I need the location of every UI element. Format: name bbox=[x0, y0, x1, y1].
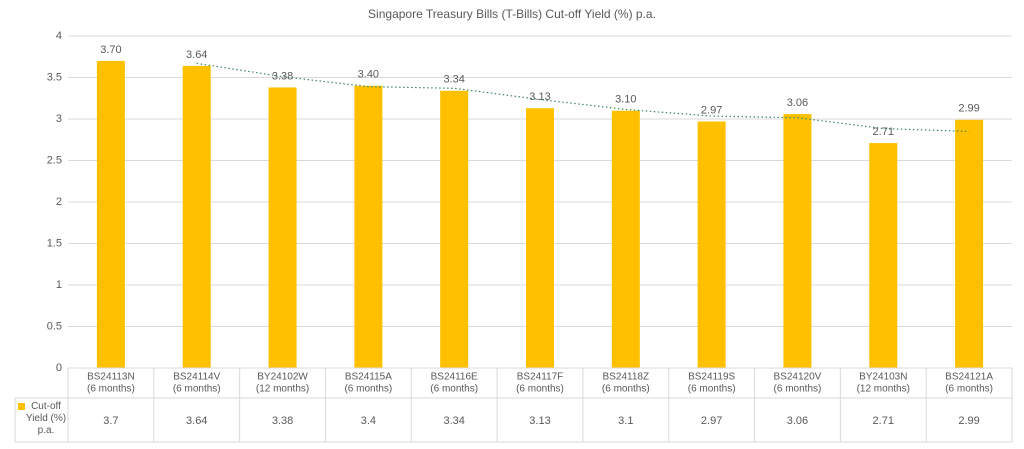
value-label: 3.38 bbox=[272, 70, 293, 82]
trendline bbox=[196, 62, 970, 133]
value-label: 2.99 bbox=[958, 103, 979, 115]
x-tick-label: BY24103N bbox=[859, 372, 907, 383]
x-tick-label: BS24118Z bbox=[603, 372, 650, 383]
x-tick-label: (6 months) bbox=[688, 384, 736, 395]
bar bbox=[783, 114, 812, 369]
chart-title: Singapore Treasury Bills (T-Bills) Cut-o… bbox=[368, 7, 656, 21]
table-value: 3.7 bbox=[103, 415, 118, 427]
x-tick-label: BS24115A bbox=[345, 372, 392, 383]
y-tick-label: 1.5 bbox=[47, 237, 62, 249]
bar bbox=[869, 143, 898, 368]
value-label: 3.10 bbox=[615, 94, 636, 106]
x-tick-label: (6 months) bbox=[516, 384, 564, 395]
legend-label: Cut-off Yield (%) p.a. bbox=[25, 401, 67, 436]
value-label: 3.70 bbox=[100, 44, 121, 56]
bar bbox=[611, 110, 640, 368]
table-value: 3.13 bbox=[529, 415, 550, 427]
bar bbox=[697, 121, 726, 369]
value-label: 3.06 bbox=[787, 97, 808, 109]
bar bbox=[354, 85, 383, 369]
table-value: 3.1 bbox=[618, 415, 633, 427]
bar bbox=[182, 65, 211, 368]
value-label: 3.34 bbox=[443, 74, 464, 86]
x-tick-label: BS24116E bbox=[431, 372, 478, 383]
y-tick-label: 2.5 bbox=[47, 154, 62, 166]
table-value: 2.99 bbox=[958, 415, 979, 427]
table-value: 3.06 bbox=[787, 415, 808, 427]
x-tick-label: (6 months) bbox=[87, 384, 135, 395]
bar bbox=[96, 60, 125, 369]
bar bbox=[268, 87, 297, 369]
x-tick-label: BS24119S bbox=[688, 372, 735, 383]
y-tick-label: 2 bbox=[56, 196, 62, 208]
y-tick-label: 0.5 bbox=[47, 320, 62, 332]
value-label: 2.97 bbox=[701, 104, 722, 116]
value-label: 2.71 bbox=[873, 126, 894, 138]
x-tick-label: BS24120V bbox=[774, 372, 822, 383]
table-value: 3.38 bbox=[272, 415, 293, 427]
y-tick-label: 4 bbox=[56, 30, 62, 42]
x-tick-label: BY24102W bbox=[257, 372, 308, 383]
y-tick-label: 3 bbox=[56, 113, 62, 125]
bar bbox=[955, 119, 984, 368]
x-tick-label: BS24121A bbox=[945, 372, 993, 383]
y-tick-label: 1 bbox=[56, 279, 62, 291]
table-value: 3.4 bbox=[361, 415, 376, 427]
x-tick-label: (6 months) bbox=[945, 384, 993, 395]
legend-swatch bbox=[18, 403, 25, 410]
x-tick-label: BS24114V bbox=[173, 372, 220, 383]
x-tick-label: (12 months) bbox=[256, 384, 309, 395]
x-tick-label: (6 months) bbox=[173, 384, 221, 395]
bar bbox=[440, 90, 469, 368]
x-tick-label: (6 months) bbox=[602, 384, 650, 395]
value-label: 3.13 bbox=[529, 91, 550, 103]
table-value: 2.97 bbox=[701, 415, 722, 427]
y-tick-label: 0 bbox=[56, 362, 62, 374]
x-tick-label: BS24113N bbox=[87, 372, 135, 383]
table-value: 2.71 bbox=[873, 415, 894, 427]
table-value: 3.64 bbox=[186, 415, 207, 427]
x-tick-label: (6 months) bbox=[774, 384, 822, 395]
x-tick-label: (6 months) bbox=[430, 384, 478, 395]
x-tick-label: BS24117F bbox=[517, 372, 564, 383]
bar bbox=[526, 108, 554, 369]
y-tick-label: 3.5 bbox=[47, 71, 62, 83]
table-value: 3.34 bbox=[443, 415, 464, 427]
x-tick-label: (6 months) bbox=[344, 384, 392, 395]
value-label: 3.40 bbox=[358, 69, 379, 81]
x-tick-label: (12 months) bbox=[857, 384, 910, 395]
value-label: 3.64 bbox=[186, 49, 207, 61]
